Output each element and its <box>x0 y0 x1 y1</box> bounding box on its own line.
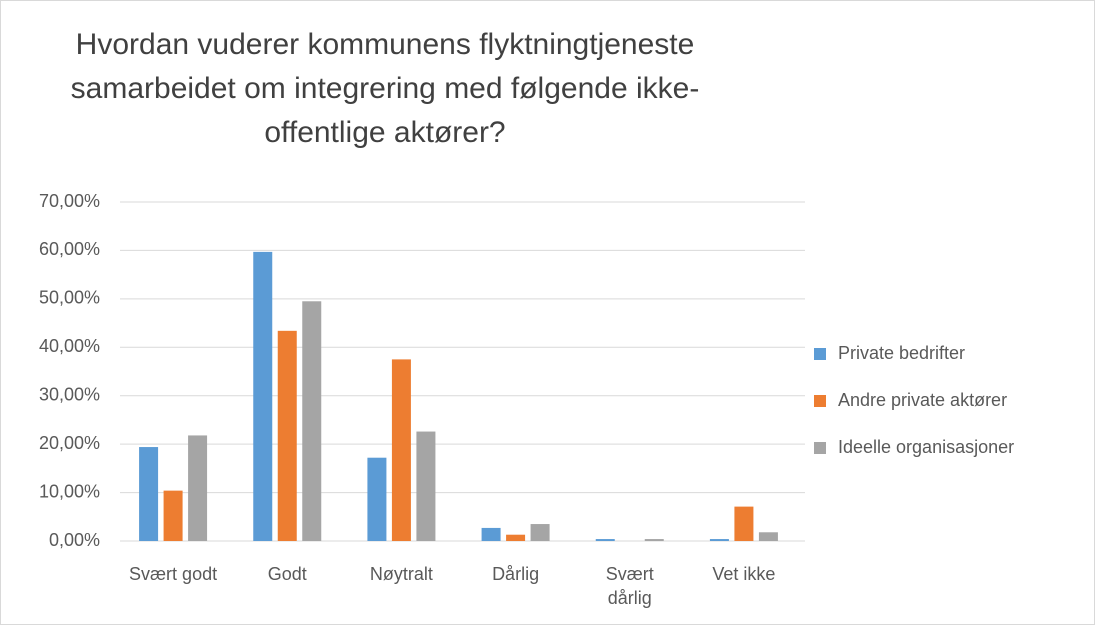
bar <box>530 524 550 541</box>
y-tick-label: 20,00% <box>39 433 100 453</box>
x-tick-label: Nøytralt <box>369 564 433 584</box>
chart-title: samarbeidet om integrering med følgende … <box>71 72 700 105</box>
bar <box>644 539 664 541</box>
bar <box>277 330 297 541</box>
bar <box>253 251 273 542</box>
y-tick-label: 60,00% <box>39 239 100 259</box>
y-tick-label: 30,00% <box>39 384 100 404</box>
legend-label: Private bedrifter <box>838 343 965 363</box>
legend-label: Andre private aktører <box>838 390 1007 410</box>
bar <box>481 527 501 541</box>
x-tick-label: Vet ikke <box>712 564 776 584</box>
bar <box>709 539 729 541</box>
chart-title: Hvordan vuderer kommunens flyktningtjene… <box>76 28 695 61</box>
x-tick-label: Svært godt <box>129 564 218 584</box>
x-tick-label: Svært dårlig <box>605 564 654 608</box>
bar <box>758 532 778 541</box>
y-tick-label: 50,00% <box>39 288 100 308</box>
legend-swatch <box>814 442 826 454</box>
bar <box>163 490 183 541</box>
x-tick-label: Godt <box>267 564 307 584</box>
x-tick-label: Dårlig <box>492 564 540 584</box>
bar <box>506 534 526 541</box>
bar <box>416 431 436 541</box>
legend-swatch <box>814 348 826 360</box>
y-tick-label: 0,00% <box>49 530 100 550</box>
chart-title: offentlige aktører? <box>264 116 505 149</box>
bar <box>139 447 159 541</box>
bar <box>734 506 754 541</box>
legend-swatch <box>814 395 826 407</box>
bar <box>302 301 322 541</box>
legend-label: Ideelle organisasjoner <box>838 437 1014 457</box>
bar <box>595 539 615 541</box>
y-tick-label: 40,00% <box>39 336 100 356</box>
y-tick-label: 70,00% <box>39 191 100 211</box>
y-tick-label: 10,00% <box>39 481 100 501</box>
bar <box>367 457 387 541</box>
bar <box>391 359 411 541</box>
bar <box>188 435 208 541</box>
